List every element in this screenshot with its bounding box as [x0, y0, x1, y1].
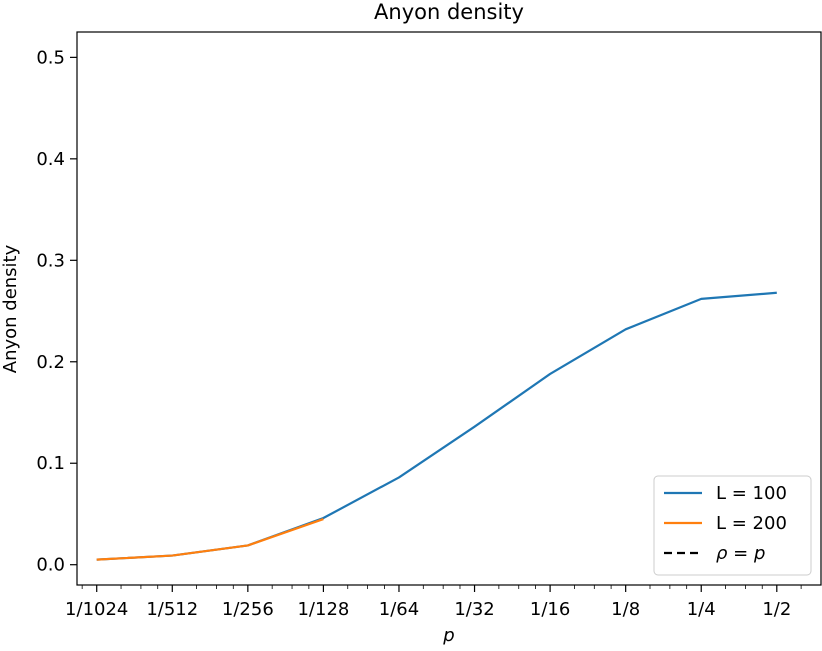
- x-tick-label: 1/128: [297, 599, 349, 620]
- y-tick-label: 0.0: [36, 555, 65, 576]
- x-tick-label: 1/2: [762, 599, 791, 620]
- y-tick-label: 0.2: [36, 352, 65, 373]
- legend-label: L = 200: [716, 513, 787, 534]
- series-line-1: [97, 519, 324, 560]
- chart-title: Anyon density: [374, 0, 524, 24]
- x-tick-label: 1/256: [222, 599, 274, 620]
- x-tick-label: 1/32: [454, 599, 494, 620]
- legend-label: ρ = p: [716, 543, 765, 564]
- y-tick-label: 0.4: [36, 149, 65, 170]
- x-tick-label: 1/4: [687, 599, 716, 620]
- y-tick-label: 0.1: [36, 453, 65, 474]
- y-axis-label: Anyon density: [0, 244, 21, 373]
- x-tick-label: 1/8: [611, 599, 640, 620]
- x-axis-label: p: [442, 625, 454, 646]
- x-tick-label: 1/512: [146, 599, 198, 620]
- x-tick-label: 1/64: [379, 599, 419, 620]
- legend-label: L = 100: [716, 483, 787, 504]
- legend: L = 100 L = 200 ρ = p: [654, 476, 811, 575]
- x-tick-label: 1/16: [530, 599, 570, 620]
- y-tick-label: 0.3: [36, 250, 65, 271]
- y-tick-label: 0.5: [36, 47, 65, 68]
- x-tick-label: 1/1024: [65, 599, 128, 620]
